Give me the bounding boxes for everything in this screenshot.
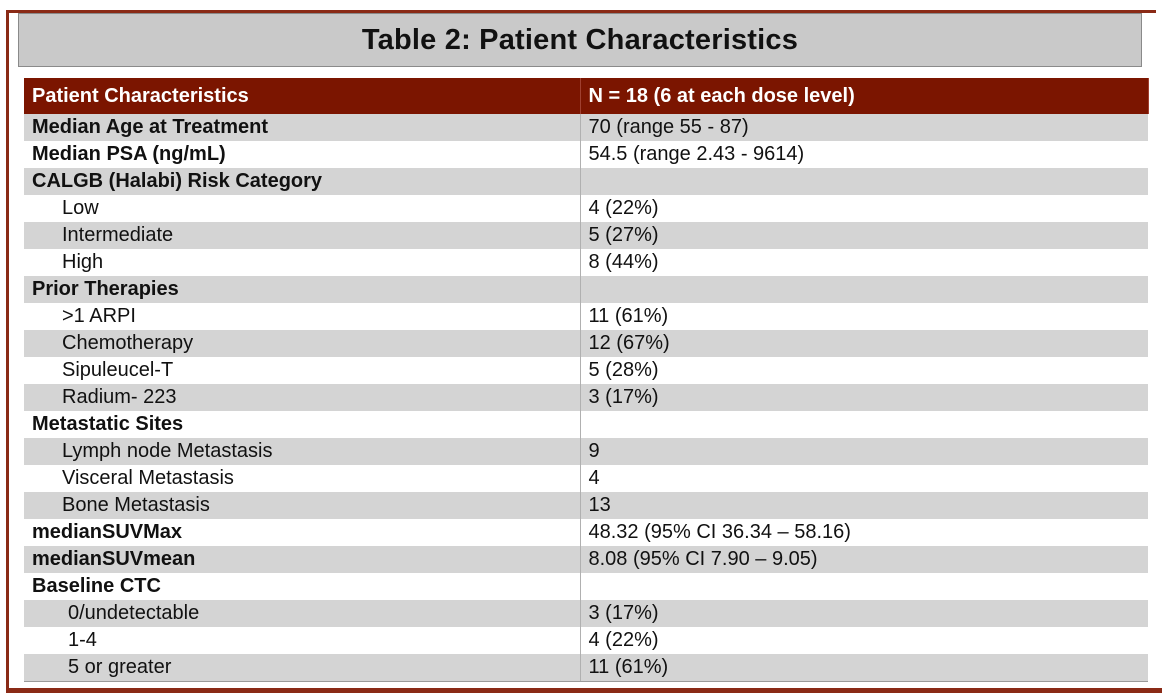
table-row: 0/undetectable 3 (17%) xyxy=(24,600,1148,627)
row-value: 11 (61%) xyxy=(579,654,1148,682)
row-value: 3 (17%) xyxy=(579,384,1148,411)
header-characteristics: Patient Characteristics xyxy=(24,78,581,114)
row-value: 12 (67%) xyxy=(579,330,1148,357)
row-label: Lymph node Metastasis xyxy=(24,438,580,465)
table-row: Low 4 (22%) xyxy=(24,195,1148,222)
row-label: medianSUVMax xyxy=(24,519,580,546)
frame-border-left xyxy=(6,10,9,693)
table-row: Radium- 223 3 (17%) xyxy=(24,384,1148,411)
row-label: Baseline CTC xyxy=(24,573,580,600)
row-value xyxy=(579,276,1148,303)
row-label: Chemotherapy xyxy=(24,330,580,357)
row-label: Median Age at Treatment xyxy=(24,114,580,141)
row-label: Visceral Metastasis xyxy=(24,465,580,492)
row-label: 0/undetectable xyxy=(24,600,580,627)
row-value: 4 xyxy=(579,465,1148,492)
table-row: High 8 (44%) xyxy=(24,249,1148,276)
table-row: Metastatic Sites xyxy=(24,411,1148,438)
frame-border-top xyxy=(6,10,1156,13)
patient-characteristics-table: Patient Characteristics N = 18 (6 at eac… xyxy=(24,78,1149,682)
table-row: Baseline CTC xyxy=(24,573,1148,600)
table-row: >1 ARPI 11 (61%) xyxy=(24,303,1148,330)
row-value: 70 (range 55 - 87) xyxy=(579,114,1148,141)
row-value: 4 (22%) xyxy=(579,627,1148,654)
row-label: Sipuleucel-T xyxy=(24,357,580,384)
row-label: 1-4 xyxy=(24,627,580,654)
table-row: Intermediate 5 (27%) xyxy=(24,222,1148,249)
row-label: Median PSA (ng/mL) xyxy=(24,141,580,168)
table-header-row: Patient Characteristics N = 18 (6 at eac… xyxy=(24,78,1149,114)
row-value: 4 (22%) xyxy=(579,195,1148,222)
table-row: Chemotherapy 12 (67%) xyxy=(24,330,1148,357)
row-label: Low xyxy=(24,195,580,222)
row-value: 13 xyxy=(579,492,1148,519)
table-row: medianSUVMax 48.32 (95% CI 36.34 – 58.16) xyxy=(24,519,1148,546)
table-row: 5 or greater 11 (61%) xyxy=(24,654,1148,682)
row-value: 54.5 (range 2.43 - 9614) xyxy=(579,141,1148,168)
row-value xyxy=(579,573,1148,600)
row-value: 11 (61%) xyxy=(579,303,1148,330)
row-label: Radium- 223 xyxy=(24,384,580,411)
row-label: 5 or greater xyxy=(24,654,580,682)
table-row: Lymph node Metastasis 9 xyxy=(24,438,1148,465)
row-label: Prior Therapies xyxy=(24,276,580,303)
row-label: High xyxy=(24,249,580,276)
table-row: Prior Therapies xyxy=(24,276,1148,303)
table-row: Visceral Metastasis 4 xyxy=(24,465,1148,492)
table-body: Median Age at Treatment 70 (range 55 - 87… xyxy=(24,114,1148,682)
table-row: Sipuleucel-T 5 (28%) xyxy=(24,357,1148,384)
row-label: Intermediate xyxy=(24,222,580,249)
row-value: 9 xyxy=(579,438,1148,465)
row-value: 5 (28%) xyxy=(579,357,1148,384)
table-title-box: Table 2: Patient Characteristics xyxy=(18,13,1142,67)
row-value: 5 (27%) xyxy=(579,222,1148,249)
row-value: 8.08 (95% CI 7.90 – 9.05) xyxy=(579,546,1148,573)
table-title: Table 2: Patient Characteristics xyxy=(361,23,799,56)
table-row: medianSUVmean 8.08 (95% CI 7.90 – 9.05) xyxy=(24,546,1148,573)
table-row: 1-4 4 (22%) xyxy=(24,627,1148,654)
row-label: Bone Metastasis xyxy=(24,492,580,519)
row-label: Metastatic Sites xyxy=(24,411,580,438)
table-row: Median PSA (ng/mL) 54.5 (range 2.43 - 961… xyxy=(24,141,1148,168)
header-n-count: N = 18 (6 at each dose level) xyxy=(580,78,1149,114)
row-label: >1 ARPI xyxy=(24,303,580,330)
row-label: medianSUVmean xyxy=(24,546,580,573)
row-value xyxy=(579,168,1148,195)
table-row: CALGB (Halabi) Risk Category xyxy=(24,168,1148,195)
frame-border-bottom xyxy=(6,688,1162,693)
row-value xyxy=(579,411,1148,438)
row-label: CALGB (Halabi) Risk Category xyxy=(24,168,580,195)
table-row: Median Age at Treatment 70 (range 55 - 87… xyxy=(24,114,1148,141)
row-value: 3 (17%) xyxy=(579,600,1148,627)
row-value: 8 (44%) xyxy=(579,249,1148,276)
row-value: 48.32 (95% CI 36.34 – 58.16) xyxy=(579,519,1148,546)
table-row: Bone Metastasis 13 xyxy=(24,492,1148,519)
